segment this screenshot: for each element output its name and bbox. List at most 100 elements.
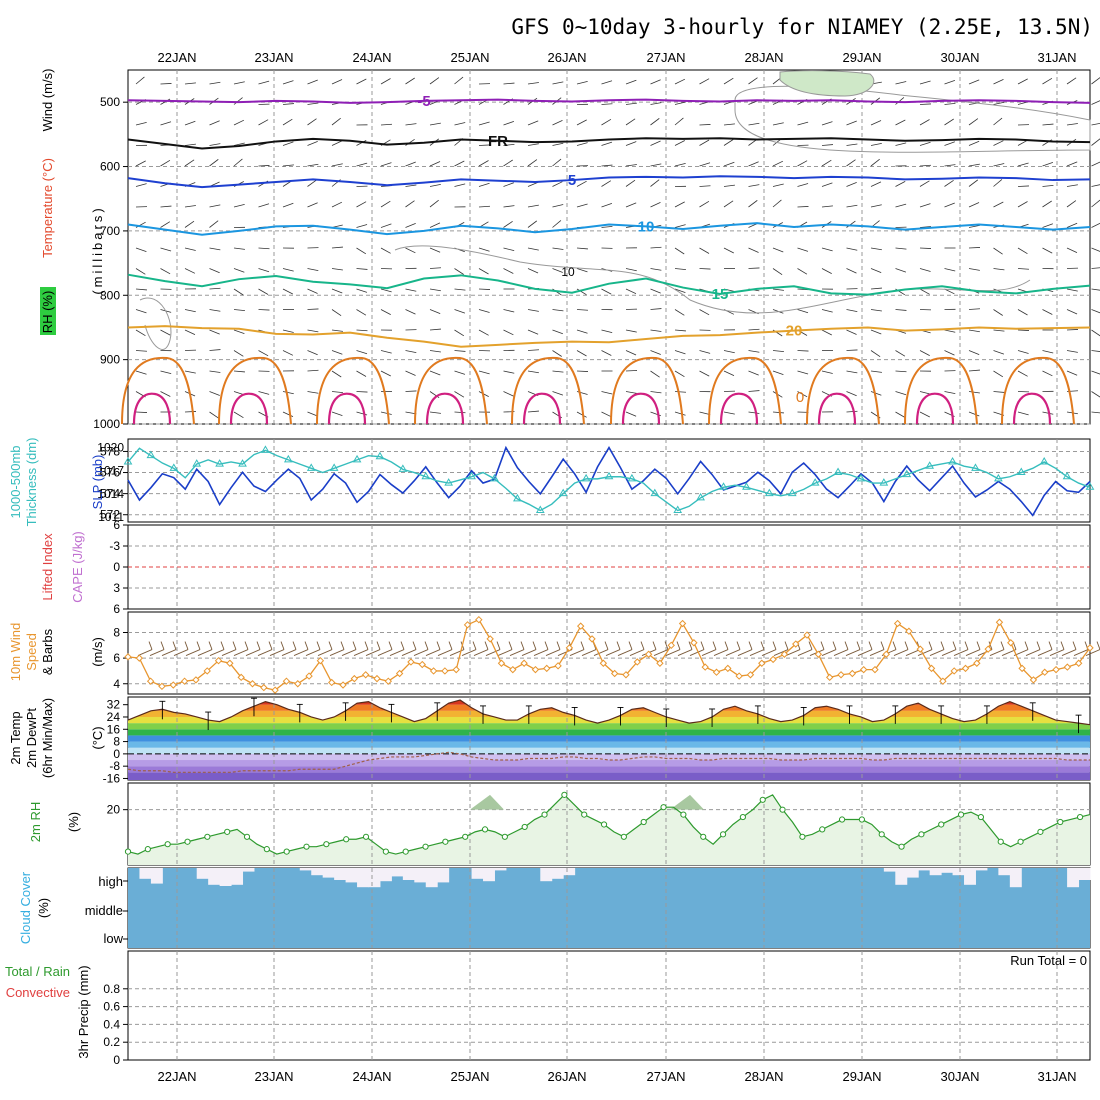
wind-barb (527, 159, 538, 167)
wind10-point (418, 660, 426, 669)
rh-point (938, 821, 945, 828)
wind10-point (395, 669, 404, 678)
cloud-free-cell (551, 868, 564, 879)
rh-point (164, 841, 171, 848)
rh-point (144, 846, 151, 853)
wind-barb (1091, 122, 1100, 126)
wind10-barb (233, 649, 249, 656)
top-date-label: 29JAN (842, 50, 881, 65)
wind10-point (712, 668, 721, 676)
wind-barb (160, 247, 172, 252)
wind10-barb (437, 649, 453, 656)
cloud-free-cell (391, 868, 404, 877)
y-tick-label: 0 (113, 1053, 120, 1067)
wind-barb (919, 288, 930, 295)
wind10-barb (389, 649, 405, 656)
wind-barb (1017, 247, 1028, 255)
wind-barb (1017, 185, 1030, 187)
wind-barb (233, 329, 245, 334)
wind-barb (380, 309, 391, 316)
wind-barb (993, 268, 1005, 271)
cloud-free-cell (425, 868, 438, 888)
wind10-barb (1037, 649, 1053, 656)
wind-barb (184, 143, 196, 146)
wind-barb (1017, 411, 1029, 416)
wind-barb (870, 158, 880, 167)
thickness-point (581, 473, 591, 482)
rh-point (700, 833, 707, 840)
wind-barb (478, 309, 490, 313)
wind-barb (233, 81, 245, 85)
wind-barb (429, 288, 441, 292)
wind-barb (895, 268, 907, 273)
wind-barb (184, 220, 195, 228)
rh-point (521, 823, 528, 831)
wind-barb (625, 288, 637, 295)
wind-barb (772, 370, 784, 375)
wind-barb (282, 164, 294, 167)
wind-barb (650, 79, 661, 85)
wind-barb (478, 160, 489, 167)
wind-barb (895, 119, 906, 126)
wind-barb (772, 268, 783, 275)
precip-label: 3hr Precip (mm) (76, 965, 91, 1058)
wind-barb (356, 201, 367, 208)
wind-barb (576, 350, 587, 357)
wind-barb (723, 200, 734, 208)
wind-barb (552, 142, 564, 146)
wind-barb (552, 370, 564, 373)
wind-barb (650, 179, 660, 187)
slp-tick-label: 1017 (97, 464, 124, 478)
wind-barb (429, 411, 441, 414)
wind-barb (625, 411, 637, 417)
cloud-free-cell (494, 868, 507, 871)
wind-barb (307, 391, 319, 394)
wind-barb (552, 247, 564, 250)
y-tick-label: 8 (113, 626, 120, 640)
wind10-barb (533, 649, 549, 656)
wind-barb (184, 205, 196, 208)
wind-barb (576, 180, 587, 187)
cape-label: CAPE (J/kg) (70, 531, 85, 603)
cloud-free-cell (883, 868, 896, 872)
y-tick-label: 6 (113, 651, 120, 665)
wind10-barb-flag (676, 641, 681, 650)
y-tick-label: 20 (107, 803, 121, 817)
wind10-barb-flag (760, 641, 765, 650)
wind-barb (895, 81, 907, 85)
wind-barb (772, 247, 784, 253)
wind-barb (160, 121, 172, 126)
temp-band (128, 753, 1090, 761)
top-date-label: 28JAN (744, 50, 783, 65)
wind-barb (748, 390, 760, 392)
wind-barb (797, 309, 809, 314)
rh-point (1017, 838, 1024, 845)
wind10-barb (761, 649, 777, 656)
wind-barb (601, 329, 613, 334)
cape-contour (1012, 392, 1052, 425)
slp-thickness-panel: 572 574 576 578 1011 1014 1017 1020 (97, 439, 1095, 524)
wind-barb (625, 391, 637, 394)
wind-barb (503, 309, 515, 313)
cloud-free-cell (563, 868, 576, 876)
minmax-label: (6hr Min/Max) (40, 698, 55, 778)
wind-barb (870, 370, 882, 373)
wind10-barb-flag (784, 641, 789, 650)
wind-barb (209, 370, 221, 373)
rh-peak-shade (470, 794, 504, 810)
wind10m-panel: 4 6 8 (113, 612, 1100, 694)
temp-band (128, 704, 1090, 711)
wind10-barb-flag (904, 641, 909, 650)
thickness-label-2: Thickness (dm) (24, 438, 39, 527)
wind-barb (527, 143, 539, 146)
wind-barb (454, 391, 465, 398)
wind-barb (1066, 309, 1078, 315)
wind-barb (650, 268, 662, 271)
wind-barb (919, 247, 932, 249)
rh-point (581, 811, 588, 818)
wind10-barb-flag (844, 641, 849, 650)
wind-barb (135, 268, 146, 275)
cloud-free-cell (437, 868, 450, 883)
cape-contour (229, 392, 269, 425)
wind10-speed-label: Speed (24, 633, 39, 671)
